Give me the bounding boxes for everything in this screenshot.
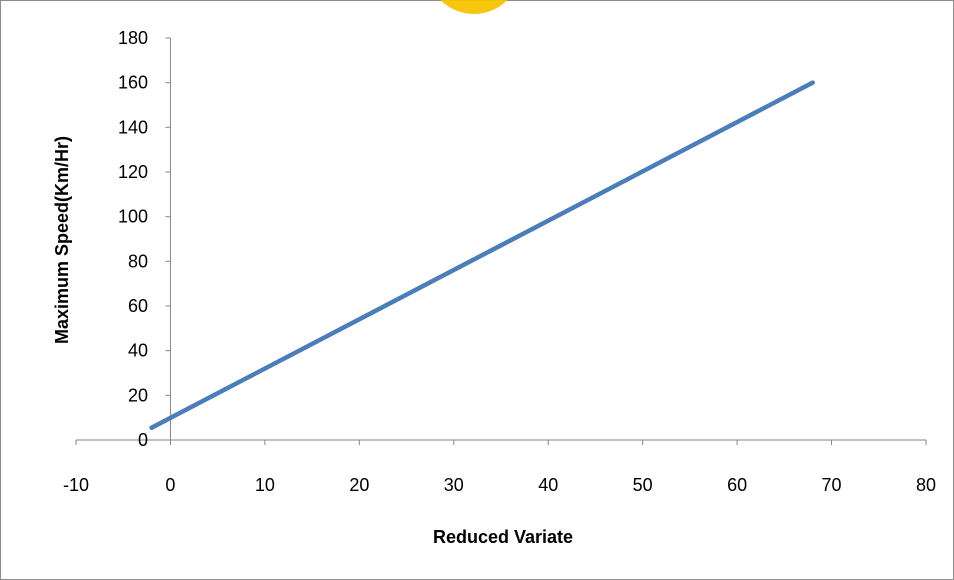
x-tick-label: 0	[165, 475, 175, 495]
x-tick-label: 50	[633, 475, 653, 495]
x-tick-label: 20	[349, 475, 369, 495]
y-axis-tick-labels: 0 20 40 60 80 100 120 140 160 180	[118, 28, 148, 450]
x-axis-title: Reduced Variate	[433, 527, 573, 547]
x-tick-label: 80	[916, 475, 936, 495]
y-tick-label: 160	[118, 73, 148, 93]
y-tick-label: 140	[118, 117, 148, 137]
x-tick-label: 70	[822, 475, 842, 495]
axes	[75, 37, 927, 445]
y-axis-title: Maximum Speed(Km/Hr)	[52, 136, 72, 344]
y-tick-label: 100	[118, 207, 148, 227]
y-tick-label: 20	[128, 385, 148, 405]
x-axis-tick-labels: -10 0 10 20 30 40 50 60 70 80	[63, 475, 936, 495]
series-line-0	[149, 80, 815, 430]
y-tick-label: 40	[128, 341, 148, 361]
y-tick-label: 60	[128, 296, 148, 316]
x-tick-label: 60	[727, 475, 747, 495]
y-tick-label: 120	[118, 162, 148, 182]
series-layer	[149, 80, 815, 430]
x-tick-label: -10	[63, 475, 89, 495]
y-tick-label: 80	[128, 251, 148, 271]
y-tick-label: 180	[118, 28, 148, 48]
x-tick-label: 10	[255, 475, 275, 495]
y-tick-label: 0	[138, 430, 148, 450]
x-tick-label: 40	[538, 475, 558, 495]
x-tick-label: 30	[444, 475, 464, 495]
